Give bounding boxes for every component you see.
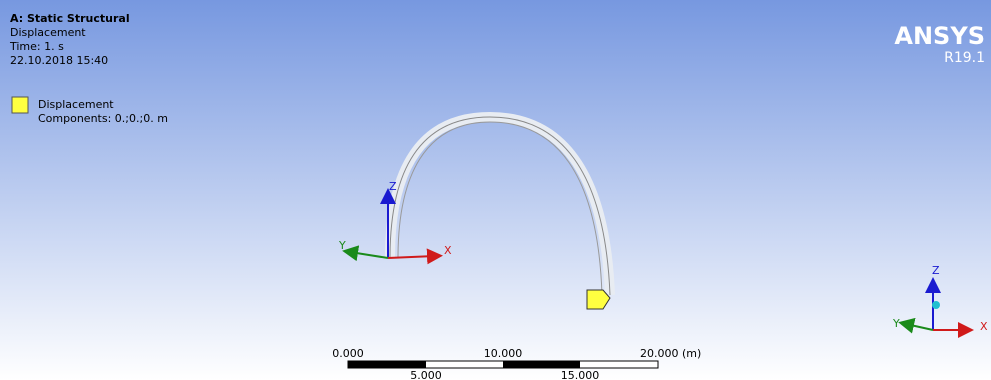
corner-triad-z: Z [932, 264, 940, 277]
result: Displacement [10, 26, 86, 39]
triad-y: Y [338, 239, 346, 252]
corner-triad-y: Y [892, 317, 900, 330]
time: Time: 1. s [9, 40, 64, 53]
legend-swatch [12, 97, 28, 113]
viewport: A: Static Structural Displacement Time: … [0, 0, 991, 380]
scale-label: 15.000 [561, 369, 600, 380]
title: A: Static Structural [10, 12, 130, 25]
scale-label: 5.000 [410, 369, 442, 380]
date: 22.10.2018 15:40 [10, 54, 108, 67]
scale-label: 10.000 [484, 347, 523, 360]
triad-x: X [444, 244, 452, 257]
scale-label: 0.000 [332, 347, 364, 360]
background [0, 0, 991, 380]
triad-z: Z [389, 180, 397, 193]
legend-components: Components: 0.;0.;0. m [38, 112, 168, 125]
corner-triad-x: X [980, 320, 988, 333]
brand: ANSYS [894, 22, 985, 50]
version: R19.1 [944, 50, 985, 66]
scale-bar [348, 361, 658, 368]
legend-label: Displacement [38, 98, 114, 111]
scale-label: 20.000 (m) [640, 347, 701, 360]
